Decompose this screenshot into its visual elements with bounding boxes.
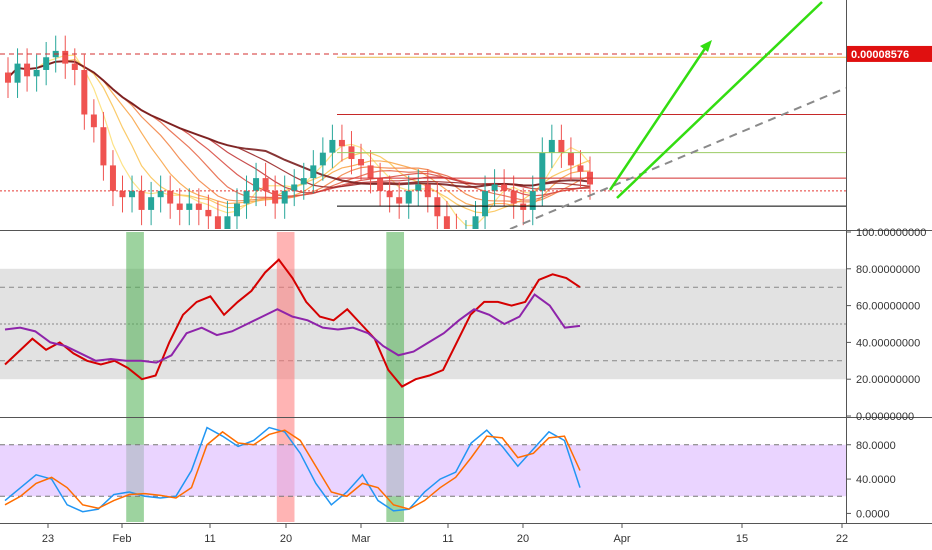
candle-body bbox=[567, 152, 574, 166]
x-tick-label: 20 bbox=[280, 533, 292, 545]
candle-body bbox=[167, 190, 174, 204]
candle-body bbox=[377, 178, 384, 191]
stochastic-tick-label: 80.0000 bbox=[856, 440, 896, 452]
candle-body bbox=[272, 190, 279, 204]
candle-body bbox=[186, 203, 193, 210]
x-tick-label: Mar bbox=[352, 533, 371, 545]
ema-ribbon-line bbox=[7, 60, 591, 197]
candle-body bbox=[81, 69, 88, 115]
candle-body bbox=[329, 139, 336, 153]
rsi-fast-line bbox=[4, 258, 581, 388]
stochastic-band bbox=[0, 444, 846, 497]
candle-body bbox=[463, 235, 469, 241]
last-price-label: 0.00008576 bbox=[851, 49, 909, 61]
candle-body bbox=[195, 203, 202, 210]
candle-body bbox=[148, 197, 155, 210]
ema-ribbon-line bbox=[7, 54, 591, 227]
candle-body bbox=[415, 184, 422, 191]
candle-body bbox=[24, 63, 31, 77]
candle-body bbox=[319, 152, 326, 166]
candle-body bbox=[529, 190, 536, 210]
candle-body bbox=[90, 114, 97, 128]
candle-body bbox=[109, 165, 116, 191]
candle-body bbox=[157, 190, 164, 198]
candle-body bbox=[129, 190, 136, 198]
candle-body bbox=[253, 178, 260, 191]
candle-body bbox=[224, 216, 231, 229]
candle-body bbox=[520, 203, 527, 210]
candle-body bbox=[338, 139, 345, 147]
stochastic-tick-label: 40.0000 bbox=[856, 474, 896, 486]
candle-body bbox=[472, 216, 479, 229]
stochastic-tick-label: 0.0000 bbox=[856, 508, 890, 520]
candle-body bbox=[443, 216, 450, 229]
candle-body bbox=[577, 165, 584, 172]
candle-body bbox=[491, 184, 498, 191]
rsi-tick-label: 80.00000000 bbox=[856, 264, 920, 276]
x-tick-label: 11 bbox=[442, 533, 453, 545]
candle-body bbox=[243, 190, 250, 204]
x-tick-label: 15 bbox=[736, 533, 748, 545]
x-tick-label: 11 bbox=[204, 533, 215, 545]
candle-body bbox=[358, 159, 365, 166]
rsi-tick-label: 0.00000000 bbox=[856, 411, 914, 423]
candle-body bbox=[405, 190, 412, 204]
trend-line bbox=[509, 87, 846, 229]
candle-body bbox=[558, 139, 565, 153]
price-plot-area bbox=[0, 1, 846, 241]
rsi-tick-label: 60.00000000 bbox=[856, 301, 920, 313]
stochastic-d-line bbox=[4, 429, 581, 510]
x-tick-label: 20 bbox=[517, 533, 529, 545]
x-tick-label: Apr bbox=[613, 533, 630, 545]
candle-body bbox=[539, 152, 546, 191]
candle-body bbox=[5, 72, 11, 83]
candle-body bbox=[424, 184, 431, 198]
candle-body bbox=[510, 190, 517, 204]
projection-arrow-2 bbox=[616, 1, 823, 199]
candle-body bbox=[548, 139, 555, 153]
x-tick-label: 22 bbox=[836, 533, 848, 545]
candle-body bbox=[214, 216, 221, 229]
candle-body bbox=[100, 127, 107, 166]
candle-body bbox=[205, 209, 212, 217]
projection-arrowhead-1 bbox=[700, 40, 712, 52]
x-tick-label: Feb bbox=[113, 533, 132, 545]
candle-body bbox=[367, 165, 374, 179]
rsi-tick-label: 20.00000000 bbox=[856, 374, 920, 386]
candle-body bbox=[434, 197, 441, 217]
candle-body bbox=[62, 50, 69, 64]
candle-body bbox=[138, 190, 145, 210]
candle-body bbox=[300, 178, 307, 185]
x-tick-label: 23 bbox=[42, 533, 54, 545]
last-price-tag bbox=[847, 45, 932, 62]
ema-ribbon-line bbox=[7, 60, 591, 203]
rsi-tick-label: 100.00000000 bbox=[856, 227, 926, 239]
rsi-tick-label: 40.00000000 bbox=[856, 337, 920, 349]
candle-body bbox=[176, 203, 183, 210]
candle-body bbox=[291, 184, 298, 191]
candle-body bbox=[233, 203, 240, 217]
candle-body bbox=[386, 190, 393, 198]
candle-body bbox=[310, 165, 317, 179]
candle-body bbox=[262, 178, 269, 191]
candle-body bbox=[396, 197, 403, 204]
price-panel bbox=[0, 1, 846, 241]
candle-body bbox=[119, 190, 126, 198]
rsi-panel bbox=[0, 232, 846, 522]
candle-body bbox=[501, 184, 508, 191]
ema-ribbon-line bbox=[7, 58, 591, 214]
rsi-slow-line bbox=[4, 293, 581, 364]
candle-body bbox=[14, 63, 21, 83]
candle-body bbox=[71, 63, 78, 70]
candle-body bbox=[281, 190, 288, 204]
candle-body bbox=[33, 69, 40, 77]
projection-arrow-1 bbox=[608, 43, 710, 191]
candle-body bbox=[482, 190, 489, 217]
candle-body bbox=[43, 57, 50, 70]
stochastic-panel bbox=[0, 426, 846, 513]
